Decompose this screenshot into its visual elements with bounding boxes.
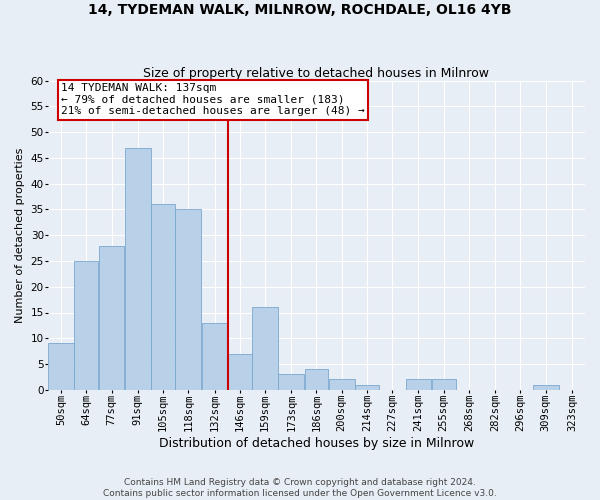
Bar xyxy=(99,246,124,390)
Text: 14, TYDEMAN WALK, MILNROW, ROCHDALE, OL16 4YB: 14, TYDEMAN WALK, MILNROW, ROCHDALE, OL1… xyxy=(88,2,512,16)
Text: Contains HM Land Registry data © Crown copyright and database right 2024.
Contai: Contains HM Land Registry data © Crown c… xyxy=(103,478,497,498)
Title: Size of property relative to detached houses in Milnrow: Size of property relative to detached ho… xyxy=(143,66,490,80)
Bar xyxy=(432,380,455,390)
Y-axis label: Number of detached properties: Number of detached properties xyxy=(15,148,25,323)
Bar xyxy=(48,344,74,390)
Bar xyxy=(175,210,201,390)
Bar xyxy=(329,380,355,390)
Bar xyxy=(228,354,251,390)
Bar xyxy=(406,380,431,390)
Bar xyxy=(125,148,151,390)
Bar xyxy=(151,204,175,390)
Bar xyxy=(202,323,227,390)
Bar xyxy=(305,369,328,390)
Bar xyxy=(533,384,559,390)
X-axis label: Distribution of detached houses by size in Milnrow: Distribution of detached houses by size … xyxy=(159,437,474,450)
Text: 14 TYDEMAN WALK: 137sqm
← 79% of detached houses are smaller (183)
21% of semi-d: 14 TYDEMAN WALK: 137sqm ← 79% of detache… xyxy=(61,83,365,116)
Bar xyxy=(278,374,304,390)
Bar xyxy=(355,384,379,390)
Bar xyxy=(74,261,98,390)
Bar xyxy=(252,308,278,390)
